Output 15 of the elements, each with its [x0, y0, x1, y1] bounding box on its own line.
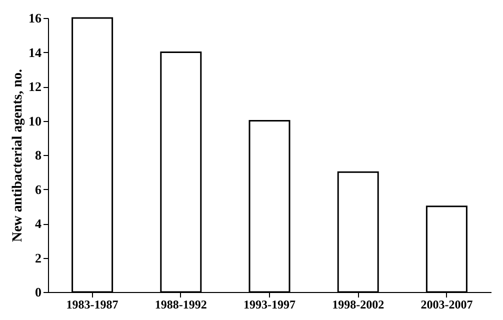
x-tick-label: 1988-1992 [154, 298, 207, 312]
y-tick-label: 12 [28, 79, 42, 94]
y-tick-label: 10 [28, 113, 42, 128]
y-tick-label: 2 [35, 250, 42, 266]
x-tick-label: 1983-1987 [66, 298, 118, 312]
y-axis-title: New antibacterial agents, no. [10, 68, 26, 242]
y-tick-label: 8 [35, 148, 42, 162]
x-tick-label: 1998-2002 [332, 298, 384, 312]
y-tick-label: 6 [35, 182, 42, 197]
y-tick-label: 16 [28, 10, 42, 26]
y-tick-label: 4 [35, 216, 42, 231]
x-tick-label: 1993-1997 [244, 298, 296, 312]
y-tick-label: 0 [35, 284, 42, 300]
y-tick-label: 14 [28, 44, 42, 60]
x-tick-label: 2003-2007 [420, 298, 473, 312]
